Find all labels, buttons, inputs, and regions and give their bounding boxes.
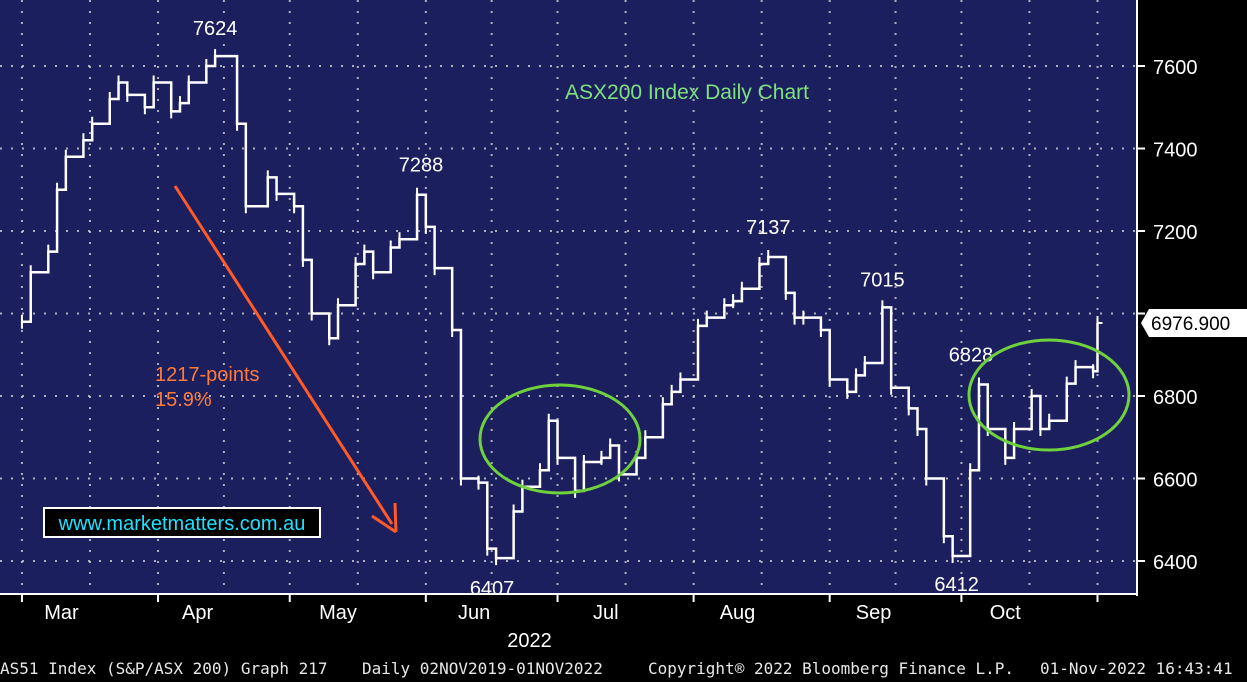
last-value-box — [1141, 308, 1247, 337]
x-tick-label: Jun — [458, 602, 490, 624]
chart-title: ASX200 Index Daily Chart — [565, 81, 809, 104]
footer-bar: AS51 Index (S&P/ASX 200) Graph 217 Daily… — [0, 655, 1247, 682]
x-tick-label: Sep — [856, 602, 892, 624]
value-annotation: 6828 — [949, 344, 994, 366]
footer-copyright: Copyright® 2022 Bloomberg Finance L.P. — [648, 659, 1015, 678]
x-tick-label: Oct — [990, 602, 1022, 624]
x-tick-label: Aug — [720, 602, 756, 624]
x-tick-label: Jul — [593, 602, 619, 624]
price-series — [20, 49, 1103, 566]
annotations: ASX200 Index Daily Chart 7624 7288 6407 7137… — [43, 18, 1131, 600]
watermark-text: www.marketmatters.com.au — [58, 513, 306, 535]
footer-ticker: AS51 Index (S&P/ASX 200) Graph 217 — [0, 659, 328, 678]
chart-svg: ASX200 Index Daily Chart 7624 7288 6407 7137… — [0, 0, 1247, 652]
drop-arrow-line — [173, 185, 394, 525]
y-tick-label: 6600 — [1153, 470, 1198, 492]
value-annotation: 7137 — [746, 217, 791, 239]
x-tick-label: Apr — [182, 602, 213, 624]
watermark-box — [43, 507, 321, 538]
y-tick-label: 7600 — [1153, 57, 1198, 79]
x-year-label: 2022 — [507, 630, 552, 652]
last-value-label: 6976.900 — [1151, 314, 1230, 335]
y-tick-label: 7400 — [1153, 140, 1198, 162]
footer-range: Daily 02NOV2019-01NOV2022 — [362, 659, 603, 678]
footer-timestamp: 01-Nov-2022 16:43:41 — [1040, 659, 1233, 678]
value-annotation: 7288 — [399, 155, 444, 177]
y-tick-label: 6800 — [1153, 387, 1198, 409]
x-tick-label: Mar — [44, 602, 79, 624]
highlight-ellipse-jun-jul — [478, 383, 642, 495]
y-tick-label: 6400 — [1153, 552, 1198, 574]
highlight-ellipse-oct — [967, 338, 1131, 452]
drop-label: 15.9% — [155, 389, 212, 411]
drop-label: 1217-points — [155, 364, 260, 386]
value-annotation: 7624 — [193, 18, 238, 40]
value-annotation: 7015 — [860, 269, 905, 291]
drop-arrow-head — [371, 502, 398, 534]
x-tick-label: May — [319, 602, 357, 624]
price-line — [21, 54, 1099, 560]
value-annotation: 6412 — [934, 574, 979, 596]
y-tick-label: 7200 — [1153, 222, 1198, 244]
value-annotation: 6407 — [470, 578, 515, 600]
grid — [0, 0, 1137, 594]
